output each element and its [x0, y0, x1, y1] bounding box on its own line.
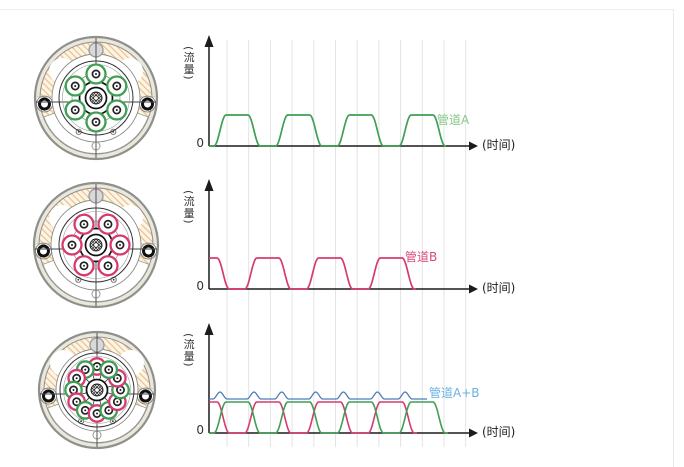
- shaft-center: [93, 242, 99, 248]
- side-bolt: [38, 97, 51, 111]
- series-label-pipe-ab: 管道A+B: [429, 386, 480, 400]
- x-axis-arrow: [469, 284, 478, 294]
- frame-right-border: [673, 9, 674, 467]
- wave-pipe-a: [209, 401, 448, 434]
- chart-pipe-a-plus-b: [204, 323, 478, 438]
- shaft-center: [94, 387, 100, 393]
- x-axis-label-chart2: (时间): [482, 281, 516, 295]
- side-bolt: [142, 244, 155, 258]
- side-bolt: [37, 244, 50, 258]
- x-axis-label-chart3: (时间): [482, 425, 516, 439]
- y-axis-label-chart2: (流量): [182, 190, 196, 225]
- wave-pipe-b: [209, 257, 416, 290]
- y-axis-label-chart1: (流量): [182, 46, 196, 81]
- pump-head-pipe-b: [32, 181, 160, 309]
- origin-zero-chart1: 0: [196, 136, 204, 150]
- x-axis-arrow: [469, 141, 478, 151]
- frame-top-border: [0, 9, 674, 10]
- chamber-wall: [58, 207, 134, 283]
- origin-zero-chart2: 0: [196, 279, 204, 293]
- origin-zero-chart3: 0: [196, 423, 204, 437]
- side-bolt: [139, 389, 152, 403]
- x-axis-arrow: [469, 428, 478, 438]
- x-axis-label-chart1: (时间): [482, 138, 516, 152]
- chamber-wall: [59, 352, 135, 428]
- wave-pipe-b: [209, 401, 417, 434]
- side-bolt: [42, 389, 55, 403]
- y-axis-arrow: [204, 323, 214, 335]
- chart-pipe-b: [204, 179, 478, 294]
- pump-head-pipe-a-plus-b: [37, 330, 157, 450]
- y-axis-label-chart3: (流量): [182, 333, 196, 368]
- side-bolt: [141, 97, 154, 111]
- series-label-pipe-b: 管道B: [405, 250, 438, 264]
- pump-head-pipe-a: [33, 35, 159, 161]
- chart-pipe-a: [204, 35, 478, 151]
- vertical-gridlines: [226, 40, 467, 447]
- y-axis-arrow: [204, 179, 214, 191]
- chamber-wall: [58, 60, 134, 136]
- series-label-pipe-a: 管道A: [437, 113, 470, 127]
- shaft-center: [93, 95, 99, 101]
- wave-pipe-a: [209, 114, 447, 147]
- y-axis-arrow: [204, 35, 214, 47]
- wave-pipe-a-plus-b: [209, 391, 427, 400]
